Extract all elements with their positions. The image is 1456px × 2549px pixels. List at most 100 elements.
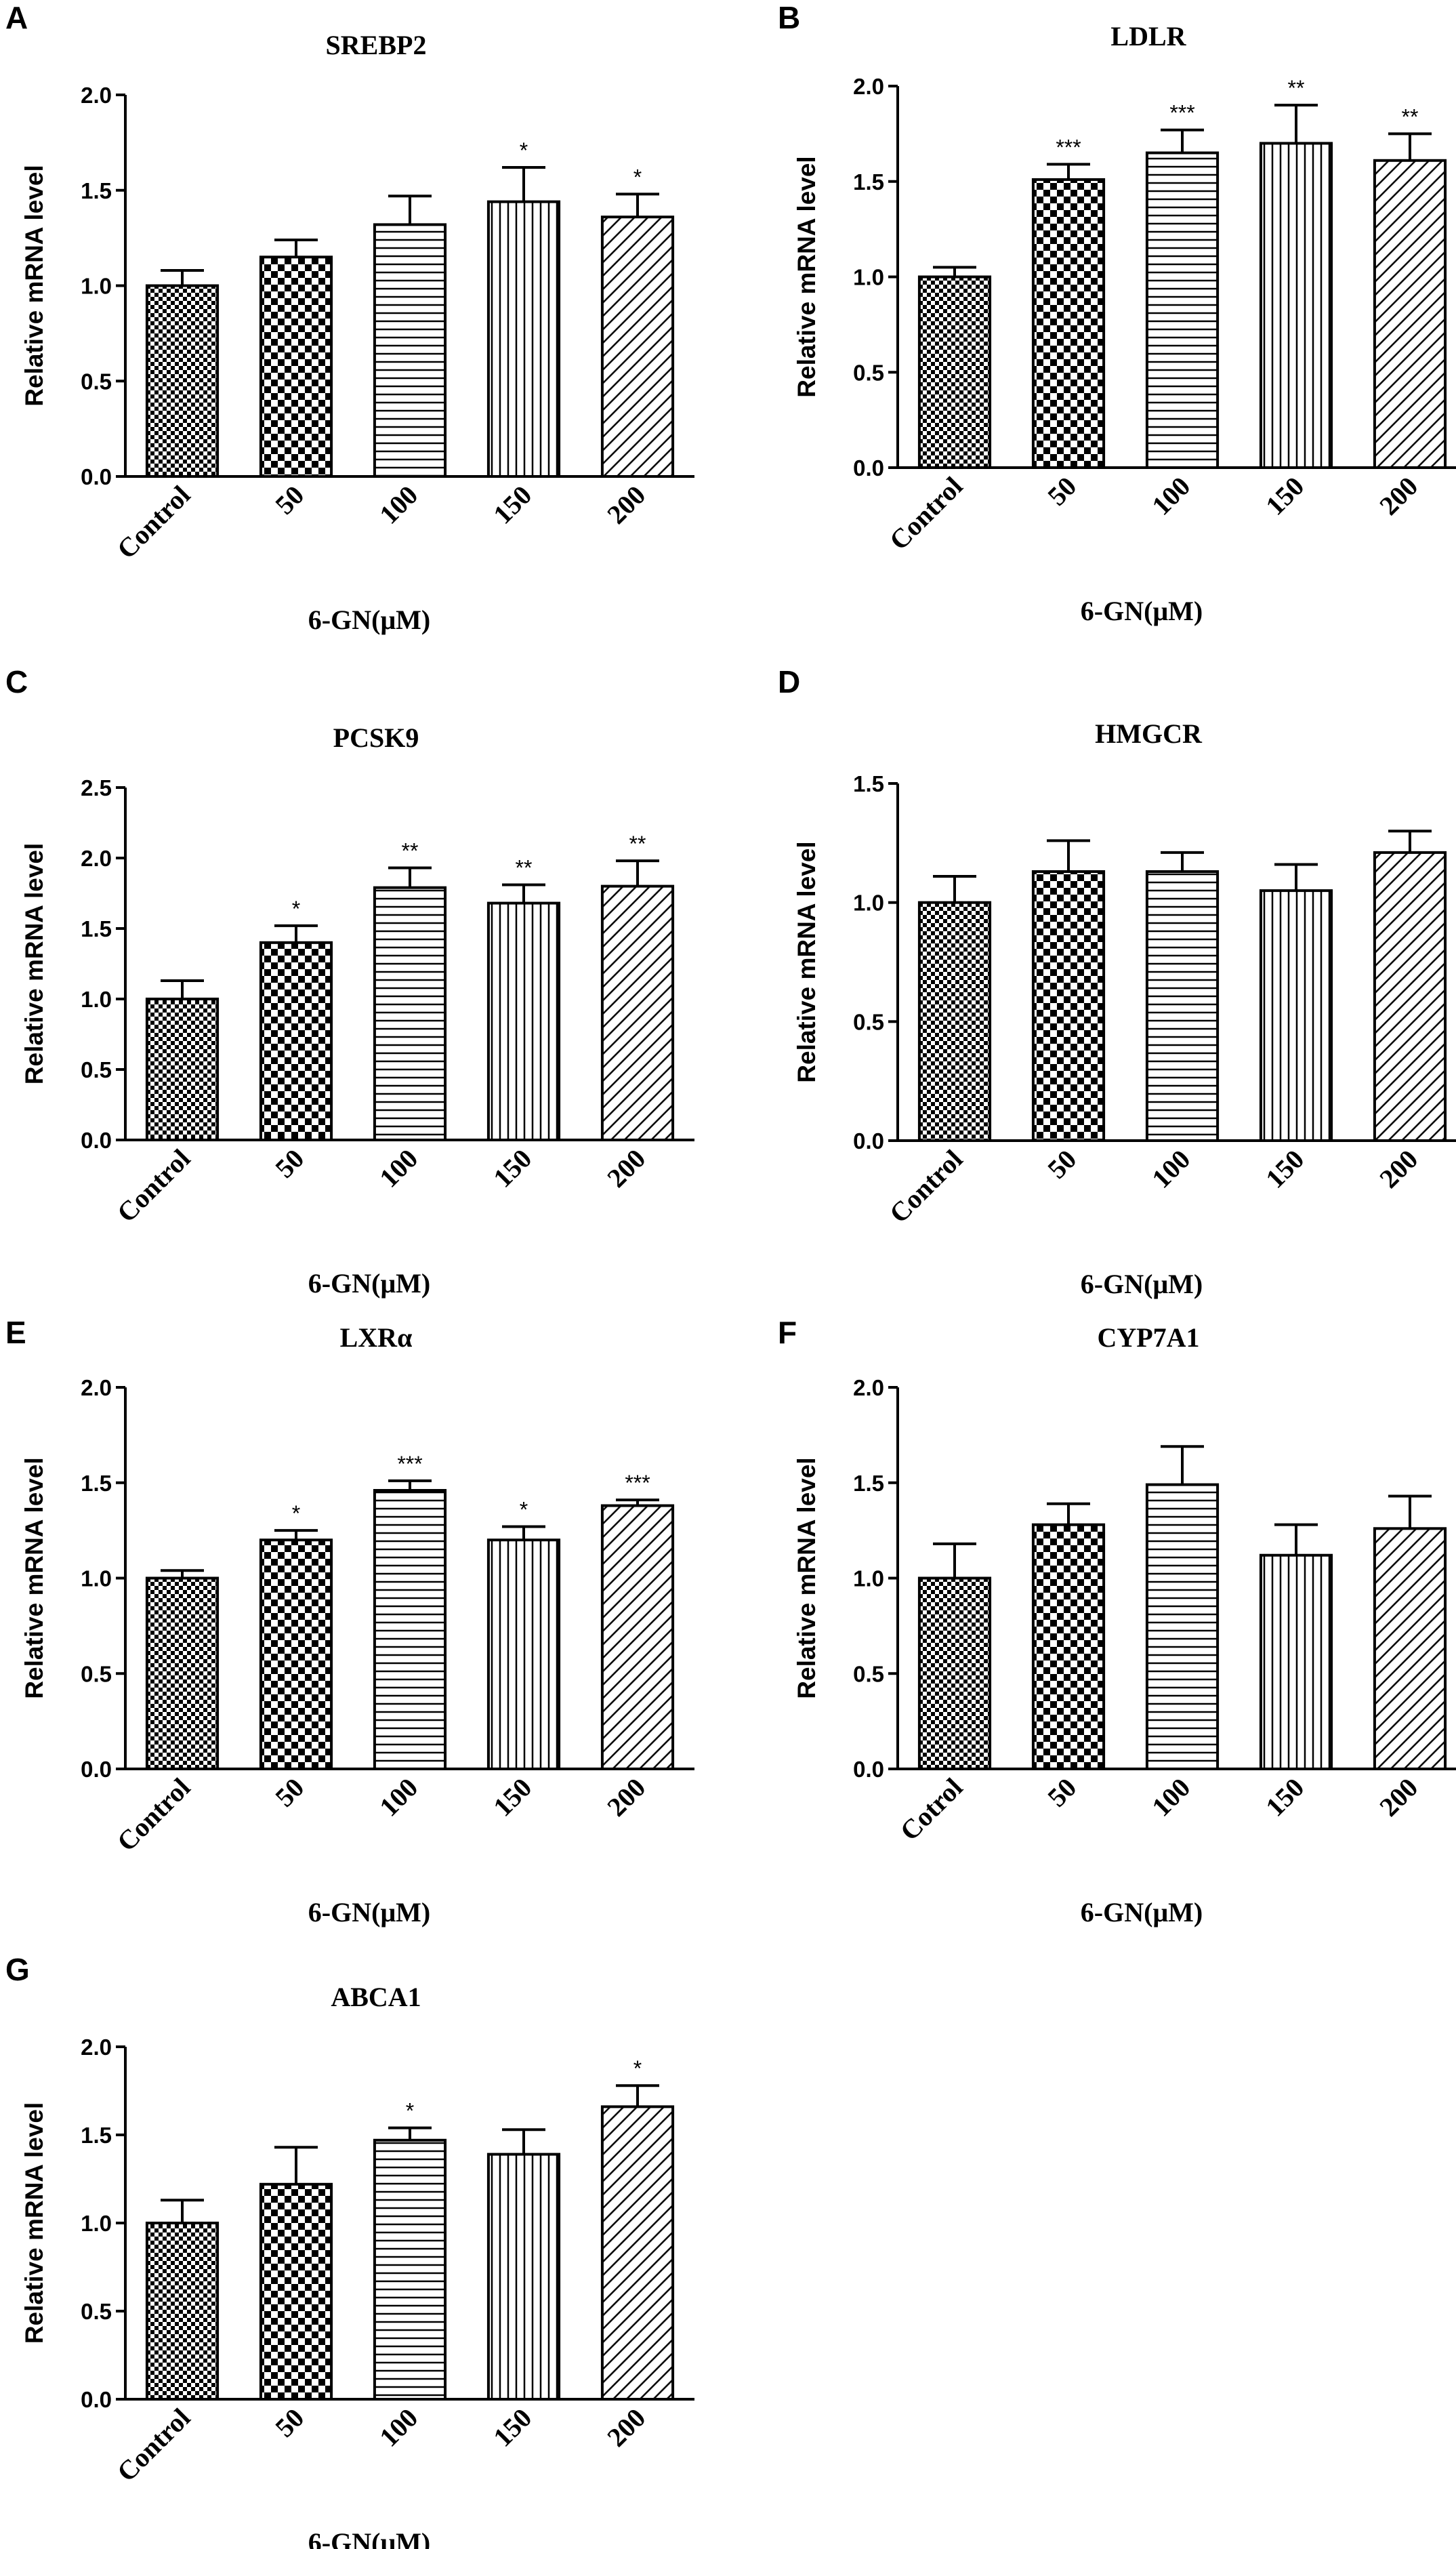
- y-tick-label: 0.0: [81, 464, 112, 489]
- bar: [145, 2222, 220, 2401]
- y-tick-label: 2.5: [81, 775, 112, 800]
- bar: [1373, 1527, 1447, 1771]
- bar: [145, 998, 220, 1141]
- bar: [486, 2153, 561, 2401]
- bar: [1145, 1483, 1220, 1770]
- chart-title: CYP7A1: [1097, 1322, 1199, 1353]
- x-tick-label: 150: [1260, 471, 1310, 521]
- bar: [1145, 151, 1220, 469]
- y-tick-label: 1.0: [853, 891, 884, 916]
- bar: [1259, 889, 1333, 1142]
- y-tick-label: 0.5: [853, 1009, 884, 1034]
- significance-label: ***: [397, 1452, 422, 1476]
- chart-panel-a: A SREBP2 0.0 0.5 1.0 1.5 2.0 Relative mRNA leve…: [5, 0, 694, 635]
- bar: [1259, 1553, 1333, 1770]
- significance-label: *: [633, 165, 642, 189]
- panel-letter: B: [778, 0, 800, 35]
- bar: [486, 200, 561, 478]
- significance-label: **: [402, 839, 419, 863]
- bar: [1031, 178, 1106, 469]
- y-tick-label: 1.5: [81, 1471, 112, 1496]
- y-tick-label: 0.5: [81, 2299, 112, 2324]
- panel-letter: A: [5, 0, 28, 35]
- y-tick-label: 0.0: [853, 1757, 884, 1782]
- x-tick-label: 100: [1146, 1144, 1196, 1194]
- x-tick-label: 50: [1041, 1144, 1082, 1185]
- chart-title: SREBP2: [326, 30, 427, 60]
- y-tick-label: 1.0: [81, 987, 112, 1012]
- bar: [917, 1576, 992, 1770]
- x-tick-label: 200: [601, 2403, 651, 2453]
- y-axis-label: Relative mRNA level: [20, 843, 48, 1084]
- y-tick-label: 1.0: [81, 1566, 112, 1591]
- bar: [1259, 142, 1333, 469]
- y-tick-label: 2.0: [853, 1375, 884, 1400]
- y-tick-label: 0.5: [81, 1057, 112, 1082]
- x-tick-label: 50: [269, 2403, 310, 2443]
- significance-label: *: [292, 1501, 300, 1526]
- x-axis-label: 6-GN(μM): [308, 2527, 430, 2549]
- bar: [1373, 851, 1447, 1143]
- x-tick-label: Control: [883, 471, 969, 556]
- bar: [1031, 870, 1106, 1142]
- x-tick-label: Control: [111, 1772, 196, 1858]
- y-tick-label: 1.5: [853, 169, 884, 195]
- y-tick-label: 1.0: [81, 2211, 112, 2236]
- significance-label: *: [292, 897, 300, 921]
- y-tick-label: 0.0: [81, 1128, 112, 1153]
- y-tick-label: 2.0: [853, 74, 884, 99]
- significance-label: **: [1288, 76, 1305, 100]
- y-tick-label: 0.0: [81, 2387, 112, 2412]
- chart-panel-d: D HMGCR 0.0 0.5 1.0 1.5 Relative mRNA level Con…: [778, 664, 1456, 1299]
- x-tick-label: 150: [1260, 1144, 1310, 1194]
- x-tick-label: 200: [601, 1772, 651, 1822]
- x-tick-label: 150: [487, 1143, 537, 1194]
- chart-panel-f: F CYP7A1 0.0 0.5 1.0 1.5 2.0 Relative mRNA leve…: [778, 1315, 1456, 1928]
- bar: [1145, 870, 1220, 1142]
- x-tick-label: Control: [883, 1144, 969, 1229]
- x-tick-label: 150: [487, 1772, 537, 1822]
- bar: [373, 886, 447, 1142]
- y-tick-label: 0.0: [853, 1128, 884, 1154]
- y-tick-label: 0.0: [853, 455, 884, 481]
- panel-letter: G: [5, 1952, 30, 1987]
- significance-label: *: [633, 2056, 642, 2081]
- panel-letter: E: [5, 1315, 26, 1350]
- bar: [259, 2182, 333, 2401]
- significance-label: **: [516, 856, 533, 880]
- x-axis-label: 6-GN(μM): [308, 605, 430, 635]
- significance-label: ***: [1169, 101, 1194, 125]
- y-tick-label: 0.5: [81, 1661, 112, 1686]
- y-tick-label: 1.0: [81, 274, 112, 299]
- chart-panel-g: G ABCA1 0.0 0.5 1.0 1.5 2.0 Relative mRNA level…: [5, 1952, 694, 2549]
- y-axis-label: Relative mRNA level: [793, 156, 820, 397]
- x-tick-label: 50: [269, 1772, 310, 1813]
- y-tick-label: 2.0: [81, 2035, 112, 2060]
- y-tick-label: 0.5: [853, 1661, 884, 1686]
- significance-label: ***: [625, 1471, 650, 1495]
- y-tick-label: 2.0: [81, 846, 112, 871]
- y-tick-label: 1.0: [853, 1566, 884, 1591]
- chart-title: LXRα: [340, 1322, 413, 1353]
- bar: [373, 2138, 447, 2401]
- bar: [486, 1538, 561, 1770]
- bar: [917, 901, 992, 1142]
- chart-panel-e: E LXRα 0.0 0.5 1.0 1.5 2.0 Relative mRNA level C…: [5, 1315, 694, 1928]
- x-tick-label: 150: [487, 480, 537, 530]
- bar: [600, 216, 675, 478]
- bar: [145, 1576, 220, 1770]
- y-tick-label: 0.5: [81, 369, 112, 394]
- y-tick-label: 1.5: [81, 916, 112, 941]
- significance-label: *: [520, 138, 528, 163]
- x-tick-label: 200: [1373, 471, 1423, 521]
- bar: [145, 284, 220, 478]
- bar: [373, 1489, 447, 1770]
- y-tick-label: 1.5: [81, 178, 112, 203]
- x-tick-label: 50: [269, 1143, 310, 1184]
- chart-title: ABCA1: [331, 1982, 421, 2012]
- y-tick-label: 1.5: [853, 771, 884, 796]
- chart-panel-c: C PCSK9 0.0 0.5 1.0 1.5 2.0 2.5 Relative mRNA le…: [5, 664, 694, 1299]
- panel-letter: C: [5, 664, 28, 699]
- bar: [373, 223, 447, 478]
